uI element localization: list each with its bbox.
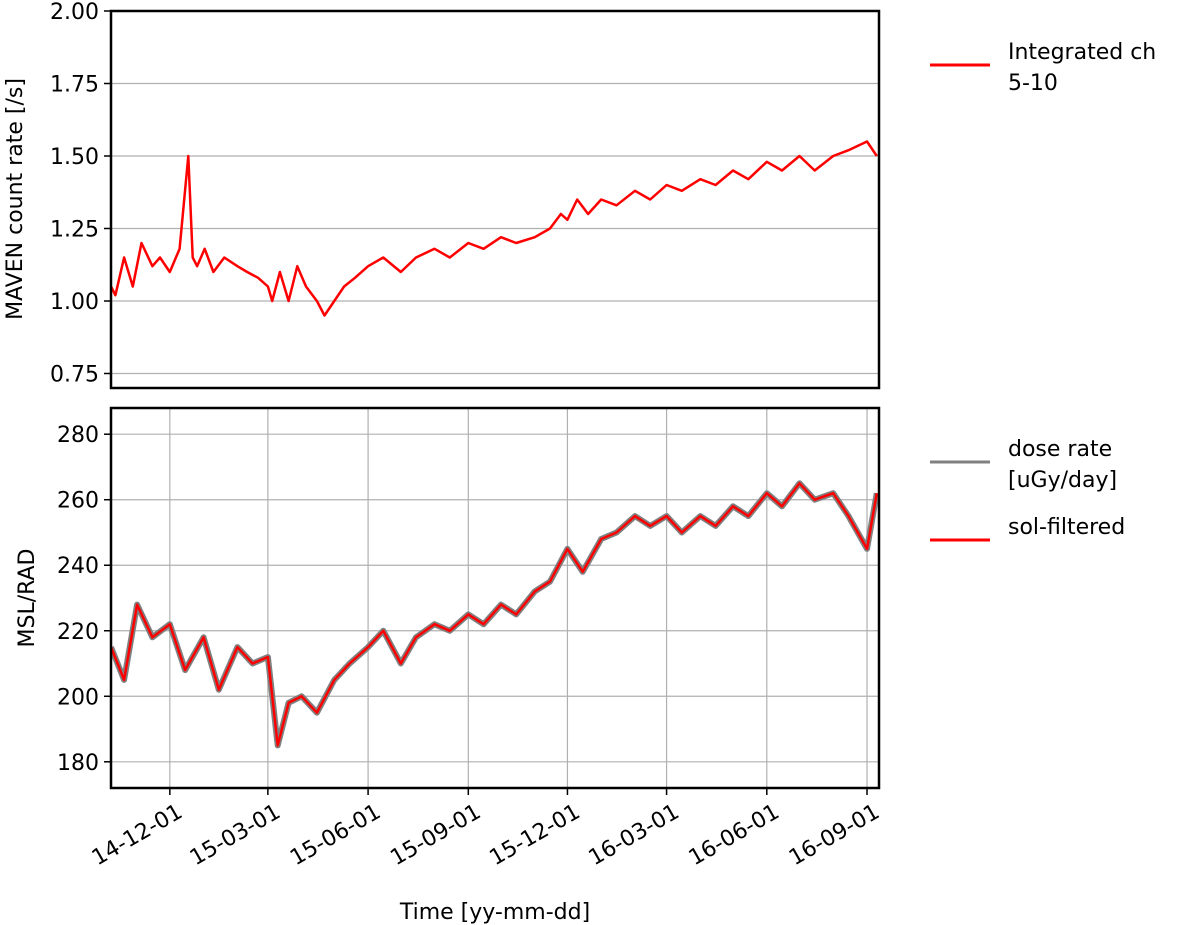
bottom-ylabel: MSL/RAD xyxy=(15,549,40,648)
top-legend-label: 5-10 xyxy=(1008,71,1058,96)
bottom-panel: 180 200 220 240 260 280 14-12-01 15-03-01 15-06… xyxy=(15,406,1125,925)
xtick-label: 15-09-01 xyxy=(386,800,485,872)
xtick-label: 16-03-01 xyxy=(585,800,684,872)
top-ytick-label: 2.00 xyxy=(50,0,99,25)
x-axis-label: Time [yy-mm-dd] xyxy=(399,900,590,925)
top-ytick-label: 1.00 xyxy=(50,290,99,315)
bottom-legend: dose rate [uGy/day] sol-filtered xyxy=(930,437,1125,542)
top-grid xyxy=(111,10,879,375)
top-series xyxy=(111,140,878,317)
bottom-yticks: 180 200 220 240 260 280 xyxy=(57,423,111,776)
bottom-xticks: 14-12-01 15-03-01 15-06-01 15-09-01 15-12-01… xyxy=(88,788,884,871)
xtick-label: 16-06-01 xyxy=(685,800,784,872)
bottom-plot-frame xyxy=(109,406,881,790)
bottom-legend-label: sol-filtered xyxy=(1008,515,1125,540)
xtick-label: 14-12-01 xyxy=(88,800,187,872)
top-ytick-label: 1.25 xyxy=(50,218,99,243)
top-panel: 0.75 1.00 1.25 1.50 1.75 2.00 MAVEN count rat… xyxy=(3,0,1156,390)
top-ylabel: MAVEN count rate [/s] xyxy=(3,78,28,320)
top-ytick-label: 0.75 xyxy=(50,363,99,388)
bottom-series-line xyxy=(111,482,879,747)
bottom-ytick-label: 280 xyxy=(57,423,99,448)
bottom-series xyxy=(111,480,879,749)
bottom-ytick-label: 240 xyxy=(57,554,99,579)
top-legend-label: Integrated ch xyxy=(1008,40,1156,65)
bottom-ytick-label: 220 xyxy=(57,620,99,645)
top-ytick-label: 1.50 xyxy=(50,145,99,170)
bottom-grid xyxy=(111,408,879,788)
xtick-label: 15-03-01 xyxy=(186,800,285,872)
bottom-ytick-label: 260 xyxy=(57,489,99,514)
xtick-label: 15-12-01 xyxy=(485,800,584,872)
xtick-label: 16-09-01 xyxy=(785,800,884,872)
bottom-ytick-label: 180 xyxy=(57,751,99,776)
bottom-legend-label: [uGy/day] xyxy=(1008,468,1117,493)
top-legend: Integrated ch 5-10 xyxy=(930,40,1156,96)
xtick-label: 15-06-01 xyxy=(286,800,385,872)
bottom-ytick-label: 200 xyxy=(57,685,99,710)
top-series-line xyxy=(111,140,878,317)
top-ytick-label: 1.75 xyxy=(50,73,99,98)
top-plot-frame xyxy=(109,9,881,390)
bottom-legend-label: dose rate xyxy=(1008,437,1112,462)
top-yticks: 0.75 1.00 1.25 1.50 1.75 2.00 xyxy=(50,0,111,388)
